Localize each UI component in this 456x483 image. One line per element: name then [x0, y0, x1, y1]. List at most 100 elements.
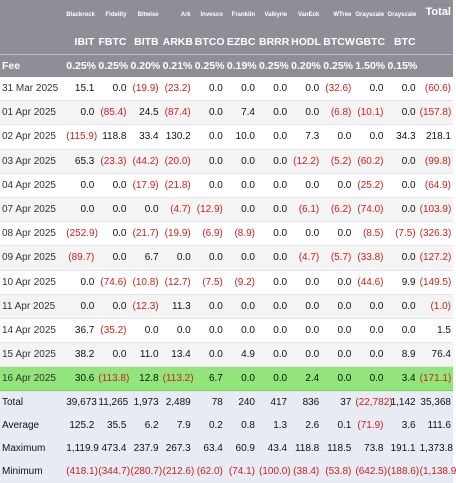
flow-cell: 0.0	[385, 173, 418, 198]
flow-cell: 0.0	[257, 221, 290, 247]
date-cell: 03 Apr 2025	[0, 149, 65, 174]
flow-cell: 0.0	[289, 221, 322, 247]
flow-cell: 0.0	[224, 149, 257, 174]
ticker-header: BRRR	[257, 30, 289, 55]
table-row: 10 Apr 2025 0.0 (74.6) (10.8) (12.7) (7.5) (9.…	[0, 270, 453, 295]
flow-cell: (17.9)	[128, 173, 161, 198]
summary-stats-body: Total 39,673 11,265 1,973 2,489 78 240 417 836 37…	[0, 390, 456, 483]
table-row: 15 Apr 2025 38.2 0.0 11.0 13.4 0.0 4.9 0.0 0.0 0.…	[0, 342, 453, 368]
flow-cell: (9.2)	[224, 270, 257, 295]
flow-cell: 0.0	[224, 197, 257, 223]
stat-cell: 267.3	[160, 437, 193, 461]
stat-cell: 191.1	[385, 437, 418, 461]
ticker-header: BTC	[385, 30, 418, 55]
flow-cell: 13.4	[160, 342, 193, 368]
stat-cell: (62.0)	[192, 460, 225, 483]
flow-cell: (85.4)	[96, 100, 129, 126]
ticker-header: BTCW	[321, 30, 355, 55]
flow-cell: 0.0	[192, 77, 225, 102]
date-cell: 15 Apr 2025	[0, 342, 65, 368]
stat-cell: 118.8	[289, 437, 322, 461]
flow-cell: 0.0	[257, 245, 290, 271]
fee-cell: 0.20%	[289, 54, 322, 77]
ticker-header: FBTC	[96, 30, 129, 55]
stat-cell: (74.1)	[224, 460, 257, 483]
ticker-header: ARKB	[160, 30, 193, 55]
flow-cell: 0.0	[289, 173, 322, 198]
row-total-cell: (103.9)	[417, 197, 453, 223]
flow-cell: 0.0	[128, 318, 161, 344]
table-row: 01 Apr 2025 0.0 (85.4) 24.5 (87.4) 0.0 7.4 0.0 0…	[0, 100, 453, 126]
flow-cell: 0.0	[257, 77, 290, 102]
stat-row-maximum: Maximum 1,119.9 473.4 237.9 267.3 63.4 60.9 43.…	[0, 437, 453, 461]
flow-cell: 0.0	[257, 366, 290, 392]
flow-cell: 0.0	[289, 318, 322, 344]
flow-cell: 0.0	[257, 342, 290, 368]
fee-cell: 0.25%	[192, 54, 225, 77]
flow-cell: (12.3)	[128, 294, 161, 319]
flow-cell: (23.2)	[160, 77, 193, 102]
stat-cell: 1,119.9	[64, 437, 99, 461]
stat-cell: 237.9	[128, 437, 161, 461]
flow-cell: 38.2	[64, 342, 97, 368]
fee-label: Fee	[0, 54, 65, 77]
flow-cell: 0.0	[257, 173, 290, 198]
stat-cell: 118.5	[321, 437, 354, 461]
flow-cell: 33.4	[128, 124, 161, 150]
table-row: 02 Apr 2025 (115.9) 118.8 33.4 130.2 0.0 10.0 0…	[0, 124, 453, 150]
row-total-cell: (149.5)	[417, 270, 453, 295]
stat-cell: 1,973	[128, 390, 161, 415]
fee-header-row: Fee 0.25% 0.25% 0.20% 0.21% 0.25% 0.19% …	[0, 54, 453, 77]
flow-cell: 0.0	[192, 294, 225, 319]
stat-cell: 43.4	[257, 437, 290, 461]
stat-row-minimum: Minimum (418.1) (344.7) (280.7) (212.6) (62.0…	[0, 460, 456, 483]
stat-cell: 2.6	[289, 414, 322, 438]
stat-cell: 7.9	[160, 414, 193, 438]
row-total-cell: (1.0)	[417, 294, 453, 319]
flow-cell: 15.1	[64, 77, 97, 102]
flow-cell: (74.6)	[96, 270, 129, 295]
flow-cell: 0.0	[257, 100, 290, 126]
flow-cell: 34.3	[385, 124, 418, 150]
flow-cell: (89.7)	[64, 245, 97, 271]
flow-cell: 7.4	[224, 100, 257, 126]
flow-cell: (87.4)	[160, 100, 193, 126]
flow-cell: 0.0	[224, 245, 257, 271]
stat-cell: 417	[257, 390, 290, 415]
flow-cell: 6.7	[128, 245, 161, 271]
flow-cell: (4.7)	[289, 245, 322, 271]
stat-cell: (642.5)	[353, 460, 387, 483]
flow-cell: (252.9)	[64, 221, 98, 247]
flow-cell: 0.0	[192, 149, 225, 174]
ticker-header: HODL	[289, 30, 322, 55]
stat-cell: 6.2	[128, 414, 161, 438]
flow-cell: 0.0	[257, 318, 290, 344]
issuer-header-row: Blackrock Fidelity Bitwise Ark Invesco F…	[0, 0, 453, 30]
flow-cell: 0.0	[289, 100, 322, 126]
flow-cell: 0.0	[257, 197, 290, 223]
flow-cell: (44.2)	[128, 149, 161, 174]
flow-cell: 0.0	[128, 197, 161, 223]
flow-cell: 0.0	[385, 294, 418, 319]
flow-cell: 0.0	[96, 245, 129, 271]
date-cell: 04 Apr 2025	[0, 173, 65, 198]
stat-cell: 0.8	[224, 414, 257, 438]
table-row: 04 Apr 2025 0.0 0.0 (17.9) (21.8) 0.0 0.0 0.0 0.…	[0, 173, 453, 198]
flow-cell: 0.0	[385, 149, 418, 174]
table-row: 03 Apr 2025 65.3 (23.3) (44.2) (20.0) 0.0 0.0 0…	[0, 149, 453, 174]
fee-cell: 0.21%	[160, 54, 193, 77]
flow-cell: 9.9	[385, 270, 418, 295]
flow-cell: (23.3)	[96, 149, 129, 174]
stat-cell: (100.0)	[257, 460, 291, 483]
flow-cell: 0.0	[160, 245, 193, 271]
flow-cell: 0.0	[224, 173, 257, 198]
flow-cell: (20.0)	[160, 149, 193, 174]
stat-total-cell: 1,373.8	[417, 437, 453, 461]
row-total-cell: (326.3)	[417, 221, 453, 247]
issuer-header: WTree	[321, 0, 354, 30]
stat-cell: (212.6)	[160, 460, 194, 483]
flow-cell: (12.2)	[289, 149, 322, 174]
row-total-cell: (60.6)	[417, 77, 453, 102]
flow-cell: 10.0	[224, 124, 257, 150]
